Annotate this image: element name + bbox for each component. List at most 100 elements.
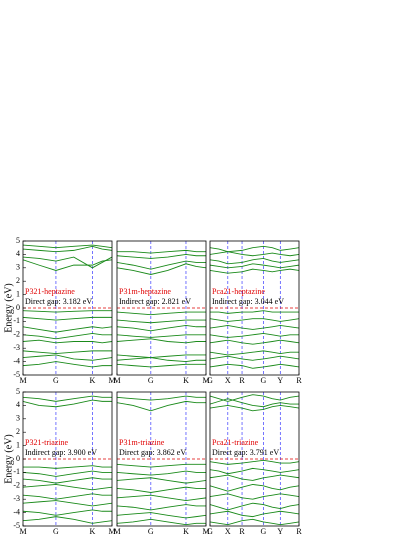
band-line <box>210 363 299 369</box>
y-tick-label: 2 <box>16 276 20 285</box>
band-line <box>117 357 206 363</box>
plot-area <box>210 392 299 526</box>
y-tick-label: 2 <box>16 427 20 436</box>
band-line <box>23 399 112 408</box>
band-line <box>117 486 206 493</box>
panel-title: P321-heptazine <box>25 287 75 296</box>
band-line <box>210 318 299 322</box>
band-line <box>23 477 112 484</box>
band-line <box>117 463 206 468</box>
y-tick-label: -1 <box>13 316 20 325</box>
y-tick-label: -4 <box>13 507 20 516</box>
plot-area <box>117 241 206 375</box>
gap-annotation: Indirect gap: 3.900 eV <box>25 448 97 457</box>
panel-frame <box>116 240 207 376</box>
x-tick-label: G <box>148 527 154 536</box>
band-line <box>117 249 206 254</box>
band-line <box>210 502 299 511</box>
plot-area <box>210 241 299 375</box>
x-tick-label: R <box>239 527 245 536</box>
y-tick-label: 3 <box>16 414 20 423</box>
band-line <box>23 500 112 507</box>
band-line <box>23 256 112 269</box>
band-line <box>117 334 206 338</box>
band-line <box>117 260 206 270</box>
band-line <box>117 400 206 412</box>
band-line <box>117 319 206 324</box>
y-tick-label: -2 <box>13 330 20 339</box>
band-line <box>210 324 299 330</box>
x-tick-label: M <box>113 527 120 536</box>
band-line <box>210 333 299 338</box>
y-tick-label: 5 <box>16 236 20 245</box>
y-tick-label: 0 <box>16 454 20 463</box>
band-line <box>117 324 206 332</box>
panel-frame <box>22 391 113 527</box>
band-line <box>210 474 299 481</box>
x-tick-label: Y <box>277 527 283 536</box>
y-tick-label: 4 <box>16 249 20 258</box>
band-line <box>210 355 299 361</box>
gap-annotation: Direct gap: 3.791 eV <box>212 448 279 457</box>
band-line <box>210 251 299 257</box>
y-tick-label: -4 <box>13 356 20 365</box>
band-line <box>210 339 299 345</box>
y-tick-label: 5 <box>16 387 20 396</box>
band-line <box>117 338 206 344</box>
y-tick-label: 4 <box>16 400 20 409</box>
band-line <box>210 263 299 269</box>
x-tick-label: G <box>261 376 267 385</box>
band-line <box>117 395 206 401</box>
y-tick-label: -5 <box>13 521 20 530</box>
band-line <box>210 493 299 500</box>
band-line <box>117 477 206 484</box>
panel-frame <box>209 391 300 527</box>
band-line <box>23 244 112 249</box>
x-tick-label: K <box>90 376 96 385</box>
x-tick-label: G <box>207 376 213 385</box>
band-line <box>210 310 299 314</box>
band-line <box>23 493 112 500</box>
x-tick-label: M <box>202 376 209 385</box>
band-line <box>210 510 299 518</box>
band-line <box>117 470 206 476</box>
band-line <box>23 310 112 313</box>
x-tick-label: G <box>207 527 213 536</box>
band-line <box>117 311 206 316</box>
band-line <box>23 395 112 402</box>
y-tick-label: 1 <box>16 440 20 449</box>
panel-frame <box>116 391 207 527</box>
band-line <box>117 494 206 501</box>
band-line <box>23 509 112 516</box>
y-tick-label: 3 <box>16 263 20 272</box>
band-line <box>23 361 112 368</box>
band-line <box>23 354 112 361</box>
x-tick-label: X <box>225 527 231 536</box>
band-line <box>210 404 299 412</box>
y-tick-label: -1 <box>13 467 20 476</box>
y-tick-label: -3 <box>13 494 20 503</box>
band-line <box>117 504 206 511</box>
band-line <box>210 398 299 408</box>
y-tick-label: 0 <box>16 303 20 312</box>
x-tick-label: K <box>90 527 96 536</box>
panel-title: P31m-heptazine <box>119 287 171 296</box>
band-line <box>23 470 112 477</box>
band-line <box>117 363 206 368</box>
panel-frame <box>22 240 113 376</box>
y-tick-label: -5 <box>13 370 20 379</box>
band-line <box>23 316 112 321</box>
band-line <box>210 245 299 253</box>
band-line <box>23 245 112 253</box>
gap-annotation: Indirect gap: 3.044 eV <box>212 297 284 306</box>
x-tick-label: R <box>296 376 302 385</box>
band-line <box>117 263 206 275</box>
x-tick-label: G <box>148 376 154 385</box>
y-tick-label: -2 <box>13 481 20 490</box>
plot-area <box>117 392 206 526</box>
